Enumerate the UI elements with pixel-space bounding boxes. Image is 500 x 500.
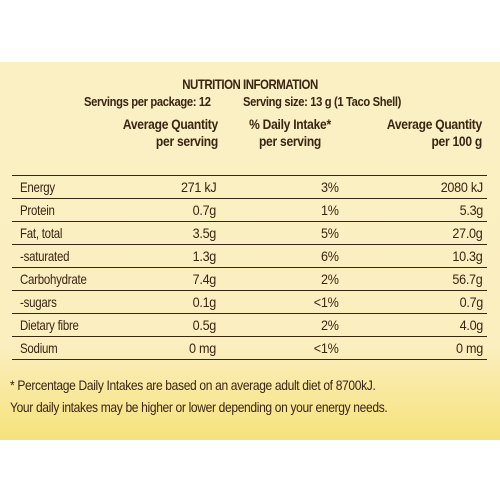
per-100g-value: 4.0g (459, 317, 484, 333)
per-serving-value: 7.4g (192, 271, 217, 287)
table-row: Sodium 0 mg <1% 0 mg (12, 337, 487, 360)
header-avg-per-serving-line2: per serving (155, 133, 218, 149)
daily-intake-value: 6% (321, 248, 339, 264)
header-avg-per-100g-line2: per 100 g (431, 133, 482, 149)
nutrient-name: -saturated (20, 248, 70, 264)
header-avg-per-100g-line1: Average Quantity (386, 116, 482, 132)
table-row: -sugars 0.1g <1% 0.7g (12, 291, 487, 314)
daily-intake-value: 2% (321, 271, 339, 287)
per-serving-value: 0.7g (192, 202, 217, 218)
per-serving-value: 1.3g (192, 248, 217, 264)
header-avg-per-serving: Average Quantity per serving (100, 116, 218, 150)
per-100g-value: 10.3g (452, 248, 483, 264)
nutrient-name: Fat, total (20, 225, 63, 241)
per-100g-value: 27.0g (452, 225, 483, 241)
nutrient-name: -sugars (20, 294, 57, 310)
label-title: NUTRITION INFORMATION (182, 76, 318, 92)
per-100g-value: 0.7g (459, 294, 484, 310)
footnote: * Percentage Daily Intakes are based on … (10, 374, 490, 418)
serving-size: Serving size: 13 g (1 Taco Shell) (243, 94, 402, 109)
per-serving-value: 0.1g (192, 294, 217, 310)
per-serving-value: 271 kJ (180, 179, 216, 195)
header-daily-intake: % Daily Intake* per serving (225, 116, 355, 150)
nutrient-name: Dietary fibre (20, 317, 79, 333)
table-row: Fat, total 3.5g 5% 27.0g (12, 222, 487, 245)
per-100g-value: 5.3g (459, 202, 484, 218)
header-daily-intake-line2: per serving (258, 133, 322, 149)
header-avg-per-serving-line1: Average Quantity (122, 116, 218, 132)
table-row: Protein 0.7g 1% 5.3g (12, 199, 487, 222)
header-avg-per-100g: Average Quantity per 100 g (360, 116, 482, 150)
per-100g-value: 2080 kJ (440, 179, 484, 195)
footnote-line1: * Percentage Daily Intakes are based on … (10, 377, 376, 393)
per-serving-value: 0.5g (192, 317, 217, 333)
nutrient-name: Energy (20, 179, 55, 195)
per-100g-value: 56.7g (452, 271, 483, 287)
table-row: Carbohydrate 7.4g 2% 56.7g (12, 268, 487, 291)
table-row: -saturated 1.3g 6% 10.3g (12, 245, 487, 268)
nutrient-name: Sodium (20, 340, 58, 356)
nutrient-name: Protein (20, 202, 55, 218)
daily-intake-value: 5% (321, 225, 339, 241)
nutrient-name: Carbohydrate (20, 271, 87, 287)
per-serving-value: 0 mg (189, 340, 216, 356)
nutrition-table: Energy 271 kJ 3% 2080 kJ Protein 0.7g 1%… (12, 175, 487, 360)
per-100g-value: 0 mg (456, 340, 483, 356)
daily-intake-value: <1% (314, 294, 339, 310)
daily-intake-value: 3% (321, 179, 339, 195)
per-serving-value: 3.5g (192, 225, 217, 241)
daily-intake-value: <1% (314, 340, 339, 356)
header-daily-intake-line1: % Daily Intake* (249, 116, 331, 132)
table-row: Energy 271 kJ 3% 2080 kJ (12, 176, 487, 199)
nutrition-panel: NUTRITION INFORMATION Servings per packa… (0, 62, 500, 440)
daily-intake-value: 2% (321, 317, 339, 333)
footnote-line2: Your daily intakes may be higher or lowe… (10, 399, 388, 415)
table-row: Dietary fibre 0.5g 2% 4.0g (12, 314, 487, 337)
servings-per-package: Servings per package: 12 (84, 94, 211, 109)
daily-intake-value: 1% (321, 202, 339, 218)
